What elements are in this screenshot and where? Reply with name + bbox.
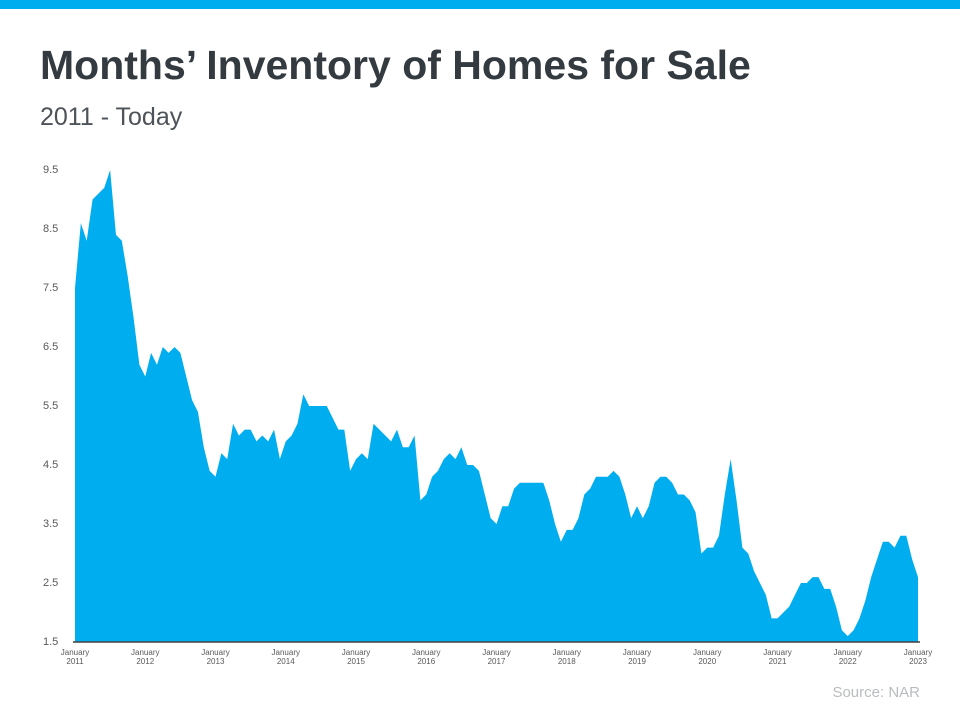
y-tick-label: 7.5 [43, 282, 58, 294]
x-tick-label: January 2016 [412, 648, 441, 666]
x-tick-label: January 2021 [763, 648, 792, 666]
y-tick-label: 4.5 [43, 459, 58, 471]
x-tick-label: January 2015 [341, 648, 371, 666]
top-bar [0, 0, 960, 9]
y-tick-label: 8.5 [43, 223, 58, 235]
x-tick-label: January 2012 [131, 648, 160, 666]
chart-subtitle: 2011 - Today [40, 103, 183, 131]
chart-title: Months’ Inventory of Homes for Sale [40, 42, 751, 88]
x-tick-label: January 2013 [201, 648, 230, 666]
x-tick-label: January 2018 [552, 648, 581, 666]
area [75, 170, 918, 642]
x-tick-label: January 2014 [271, 648, 300, 666]
x-tick-label: January 2022 [833, 648, 862, 666]
x-tick-label: January 2019 [622, 648, 652, 666]
source: Source: NAR [832, 684, 920, 701]
y-tick-label: 6.5 [43, 341, 58, 353]
y-tick-label: 1.5 [43, 636, 58, 648]
y-tick-label: 5.5 [43, 400, 58, 412]
y-tick-label: 9.5 [43, 164, 58, 176]
x-tick-label: January 2011 [60, 648, 90, 666]
x-tick-label: January 2020 [693, 648, 722, 666]
x-tick-label: January 2023 [903, 648, 933, 666]
x-tick-label: January 2017 [482, 648, 511, 666]
y-tick-label: 3.5 [43, 518, 58, 530]
y-tick-label: 2.5 [43, 577, 58, 589]
